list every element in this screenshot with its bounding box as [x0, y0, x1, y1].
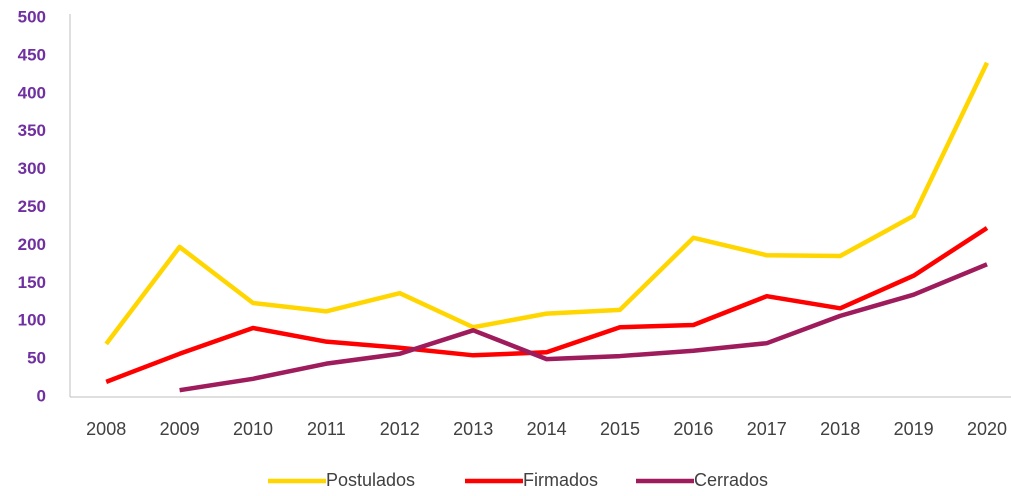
x-tick-label: 2020	[967, 419, 1007, 439]
y-tick-label: 400	[18, 83, 46, 102]
x-tick-label: 2012	[380, 419, 420, 439]
y-tick-label: 200	[18, 235, 46, 254]
x-tick-label: 2017	[747, 419, 787, 439]
y-tick-label: 300	[18, 159, 46, 178]
y-tick-label: 450	[18, 45, 46, 64]
y-tick-label: 0	[37, 386, 46, 405]
y-tick-label: 250	[18, 197, 46, 216]
x-tick-label: 2011	[307, 419, 346, 439]
legend-label: Postulados	[326, 470, 415, 490]
x-tick-label: 2016	[673, 419, 713, 439]
y-tick-label: 150	[18, 273, 46, 292]
legend-label: Cerrados	[694, 470, 768, 490]
x-tick-label: 2009	[160, 419, 200, 439]
x-tick-label: 2010	[233, 419, 273, 439]
y-tick-label: 350	[18, 121, 46, 140]
series-line	[104, 61, 990, 346]
y-tick-label: 500	[18, 7, 46, 26]
x-tick-label: 2013	[453, 419, 493, 439]
x-tick-label: 2018	[820, 419, 860, 439]
legend-label: Firmados	[523, 470, 598, 490]
series-line	[105, 226, 989, 384]
x-tick-label: 2019	[894, 419, 934, 439]
x-tick-label: 2014	[527, 419, 567, 439]
x-tick-label: 2008	[86, 419, 126, 439]
x-tick-label: 2015	[600, 419, 640, 439]
y-tick-label: 50	[27, 349, 46, 368]
y-tick-label: 100	[18, 311, 46, 330]
series-line	[179, 262, 988, 393]
